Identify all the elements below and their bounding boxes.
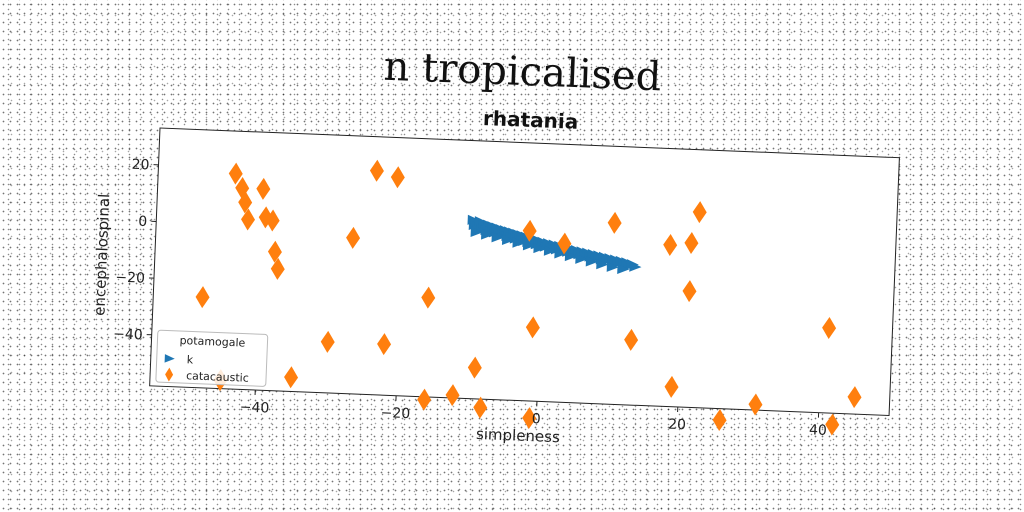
point-catacaustic bbox=[265, 209, 280, 232]
point-catacaustic bbox=[467, 356, 482, 379]
legend-title: potamogale bbox=[179, 334, 245, 350]
point-k bbox=[543, 245, 557, 256]
point-k bbox=[554, 248, 567, 259]
series-catacaustic bbox=[195, 159, 862, 436]
legend-marker-catacaustic bbox=[165, 367, 174, 382]
point-catacaustic bbox=[664, 375, 679, 398]
point-catacaustic bbox=[270, 257, 285, 280]
legend-label-k: k bbox=[186, 353, 194, 366]
point-catacaustic bbox=[522, 219, 537, 242]
y-tick-label: −20 bbox=[115, 270, 145, 287]
point-catacaustic bbox=[557, 232, 572, 255]
point-catacaustic bbox=[238, 191, 253, 214]
point-catacaustic bbox=[377, 333, 392, 356]
point-catacaustic bbox=[684, 231, 699, 254]
x-tick-label: 20 bbox=[668, 417, 686, 434]
point-catacaustic bbox=[320, 330, 335, 353]
point-catacaustic bbox=[228, 162, 243, 185]
point-catacaustic bbox=[256, 177, 271, 200]
point-catacaustic bbox=[748, 393, 763, 416]
point-catacaustic bbox=[417, 388, 432, 411]
point-catacaustic bbox=[847, 386, 862, 409]
point-catacaustic bbox=[663, 233, 678, 256]
point-k bbox=[606, 261, 619, 272]
point-catacaustic bbox=[241, 208, 256, 231]
point-k bbox=[512, 237, 525, 248]
point-catacaustic bbox=[195, 286, 210, 309]
point-catacaustic bbox=[235, 177, 250, 200]
point-catacaustic bbox=[445, 384, 460, 407]
point-catacaustic bbox=[682, 280, 697, 303]
point-catacaustic bbox=[267, 240, 282, 263]
point-k bbox=[481, 229, 494, 240]
legend-marker-k bbox=[164, 354, 175, 363]
axis-ticks: −40 −20 0 20 40 20 0 −20 −40 bbox=[113, 157, 827, 439]
point-catacaustic bbox=[607, 211, 622, 234]
point-catacaustic bbox=[624, 328, 639, 351]
x-tick-label: −40 bbox=[239, 399, 269, 416]
point-k bbox=[470, 226, 483, 237]
point-catacaustic bbox=[390, 166, 405, 189]
point-k bbox=[533, 242, 546, 254]
legend-label-catacaustic: catacaustic bbox=[186, 369, 249, 385]
x-tick-label: 40 bbox=[809, 422, 827, 439]
point-catacaustic bbox=[712, 409, 727, 432]
y-tick-label: 20 bbox=[131, 157, 149, 174]
point-k bbox=[596, 259, 609, 270]
plot-group: rhatania −40 −20 0 20 40 20 0 −20 −40 simpleness… bbox=[90, 106, 900, 446]
point-k bbox=[575, 253, 588, 264]
x-tick-label: 0 bbox=[531, 411, 541, 427]
legend: potamogale k catacaustic bbox=[155, 329, 269, 387]
point-catacaustic bbox=[473, 396, 488, 419]
point-k bbox=[522, 240, 536, 251]
y-tick-label: −40 bbox=[113, 326, 143, 343]
y-tick-label: 0 bbox=[138, 214, 148, 230]
point-k bbox=[564, 250, 577, 262]
point-catacaustic bbox=[822, 316, 837, 339]
point-catacaustic bbox=[258, 206, 273, 229]
x-tick-label: −20 bbox=[380, 405, 410, 422]
plot-area bbox=[149, 127, 900, 417]
series-k bbox=[467, 214, 642, 275]
x-axis-label: simpleness bbox=[476, 425, 561, 446]
point-k bbox=[501, 234, 515, 246]
point-catacaustic bbox=[284, 366, 299, 389]
point-catacaustic bbox=[525, 316, 540, 339]
legend-box bbox=[155, 329, 269, 387]
point-k bbox=[585, 256, 598, 267]
point-k bbox=[491, 232, 504, 243]
point-k bbox=[629, 261, 642, 272]
data-marks bbox=[195, 159, 862, 436]
point-catacaustic bbox=[346, 226, 361, 249]
chart-title: rhatania bbox=[483, 106, 579, 134]
point-catacaustic bbox=[522, 407, 537, 430]
point-catacaustic bbox=[421, 286, 436, 309]
point-k bbox=[617, 263, 630, 275]
y-axis-label: encephalospinal bbox=[90, 193, 113, 316]
point-catacaustic bbox=[692, 201, 707, 224]
point-catacaustic bbox=[369, 159, 384, 182]
point-catacaustic bbox=[825, 413, 840, 436]
figure-suptitle: n tropicalised bbox=[383, 44, 662, 101]
